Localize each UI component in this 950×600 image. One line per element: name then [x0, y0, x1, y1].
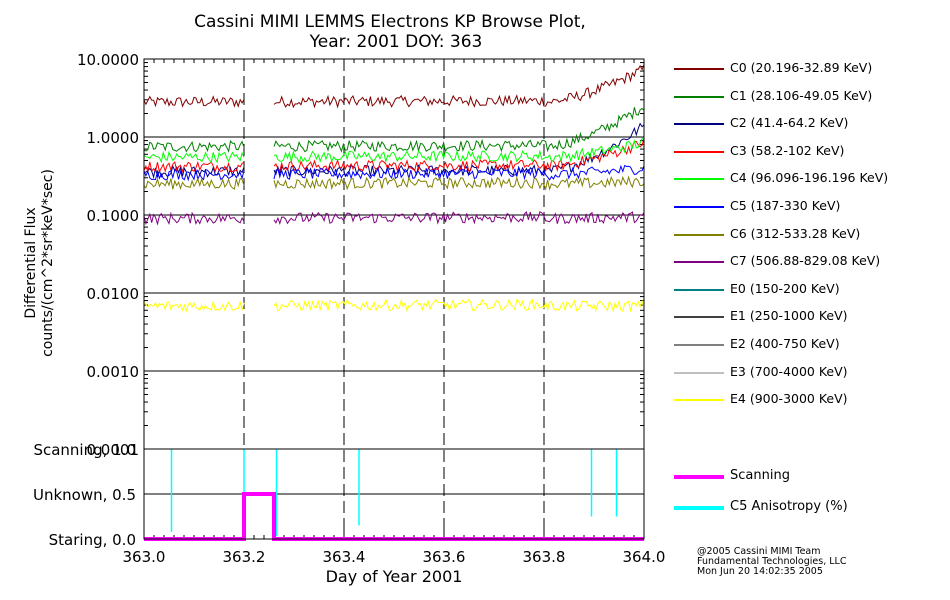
legend-label: E3 (700-4000 KeV)	[730, 363, 848, 379]
legend-swatch	[674, 178, 724, 181]
legend-item: C3 (58.2-102 KeV)	[672, 141, 947, 169]
scanning-frame	[143, 448, 645, 540]
y-tick-label: 0.1000	[87, 207, 140, 225]
legend-label: Scanning	[730, 468, 790, 483]
x-tick-label: 363.6	[423, 548, 466, 566]
legend-swatch	[674, 68, 724, 70]
y-tick-label: Scanning, 1.0	[33, 441, 136, 459]
flux-legend: C0 (20.196-32.89 KeV) C1 (28.106-49.05 K…	[672, 58, 947, 417]
x-tick-label: 364.0	[623, 548, 666, 566]
legend-swatch	[674, 205, 724, 208]
series-line	[273, 64, 645, 109]
legend-item: E1 (250-1000 KeV)	[672, 306, 947, 334]
legend-label: E1 (250-1000 KeV)	[730, 308, 848, 324]
legend-item: E3 (700-4000 KeV)	[672, 362, 947, 390]
scanning-line	[144, 492, 644, 541]
x-tick-label: 363.4	[323, 548, 366, 566]
y-tick-label: 0.0010	[87, 363, 140, 381]
credit-line: @2005 Cassini MIMI Team	[697, 546, 821, 557]
x-axis-label: Day of Year 2001	[326, 567, 463, 586]
credit-line: Fundamental Technologies, LLC	[697, 556, 847, 567]
series-line	[143, 160, 245, 174]
series-line	[143, 211, 245, 226]
y-tick-label: 10.0000	[77, 51, 139, 69]
scanning-legend: Scanning C5 Anisotropy (%)	[672, 466, 942, 528]
legend-item: C6 (312-533.28 KeV)	[672, 224, 947, 252]
legend-label: C0 (20.196-32.89 KeV)	[730, 60, 873, 75]
y-tick-label: 0.0001	[87, 441, 140, 459]
legend-item: C4 (96.096-196.196 KeV)	[672, 168, 947, 196]
legend-item: E4 (900-3000 KeV)	[672, 389, 947, 417]
chart-subtitle: Year: 2001 DOY: 363	[309, 32, 483, 52]
series-line	[143, 168, 245, 182]
legend-swatch	[674, 371, 724, 374]
series-line	[273, 175, 645, 191]
legend-swatch	[674, 261, 724, 264]
legend-swatch	[674, 343, 724, 346]
credits: @2005 Cassini MIMI Team Fundamental Tech…	[697, 547, 846, 577]
legend-label: E0 (150-200 KeV)	[730, 280, 840, 296]
legend-item: C7 (506.88-829.08 KeV)	[672, 251, 947, 279]
legend-label: C5 Anisotropy (%)	[730, 499, 848, 514]
y-axis-label: Differential Flux	[23, 207, 39, 318]
series-line	[143, 150, 245, 164]
y-tick-label: Unknown, 0.5	[33, 486, 136, 504]
x-tick-label: 363.8	[523, 548, 566, 566]
y-tick-label: 0.0100	[87, 285, 140, 303]
legend-label: E2 (400-750 KeV)	[730, 335, 840, 351]
legend-item: Scanning	[672, 466, 942, 497]
legend-swatch	[674, 288, 724, 291]
legend-label: E4 (900-3000 KeV)	[730, 391, 848, 407]
flux-frame	[143, 58, 645, 450]
x-tick-label: 363.2	[223, 548, 266, 566]
legend-label: C4 (96.096-196.196 KeV)	[730, 170, 889, 186]
legend-swatch	[674, 123, 724, 126]
series-line	[143, 95, 245, 108]
series-line	[273, 137, 645, 164]
chart-title: Cassini MIMI LEMMS Electrons KP Browse P…	[194, 12, 586, 32]
legend-label: C6 (312-533.28 KeV)	[730, 225, 861, 241]
legend-label: C5 (187-330 KeV)	[730, 197, 841, 213]
series-line	[273, 138, 645, 173]
y-tick-label: Staring, 0.0	[49, 531, 136, 549]
legend-label: C7 (506.88-829.08 KeV)	[730, 253, 881, 269]
series-line	[273, 211, 645, 225]
series-line	[273, 107, 645, 153]
series-line	[143, 301, 245, 313]
legend-label: C2 (41.4-64.2 KeV)	[730, 115, 849, 131]
legend-swatch	[674, 399, 724, 402]
legend-swatch	[674, 233, 724, 236]
series-line	[143, 140, 245, 154]
series-line	[273, 298, 645, 313]
legend-item: C2 (41.4-64.2 KeV)	[672, 113, 947, 141]
flux-panel: 10.0000 1.0000 0.1000 0.0100 0.0010 0.0001	[77, 51, 645, 539]
legend-item: E2 (400-750 KeV)	[672, 334, 947, 362]
legend-swatch	[674, 150, 724, 153]
legend-label: C3 (58.2-102 KeV)	[730, 142, 845, 158]
legend-swatch	[674, 316, 724, 319]
series-line	[273, 164, 645, 181]
legend-swatch	[674, 506, 724, 510]
legend-swatch	[674, 475, 724, 479]
legend-item: E0 (150-200 KeV)	[672, 279, 947, 307]
legend-item: C5 Anisotropy (%)	[672, 497, 942, 528]
legend-item: C5 (187-330 KeV)	[672, 196, 947, 224]
legend-item: C0 (20.196-32.89 KeV)	[672, 58, 947, 86]
x-tick-label: 363.0	[123, 548, 166, 566]
legend-item: C1 (28.106-49.05 KeV)	[672, 86, 947, 114]
y-tick-label: 1.0000	[87, 129, 140, 147]
y-axis-unit-label: counts/(cm^2*sr*keV*sec)	[40, 169, 56, 357]
legend-label: C1 (28.106-49.05 KeV)	[730, 87, 873, 103]
legend-swatch	[674, 95, 724, 98]
credit-line: Mon Jun 20 14:02:35 2005	[697, 566, 823, 577]
series-line	[143, 176, 245, 191]
series-line	[273, 122, 645, 178]
